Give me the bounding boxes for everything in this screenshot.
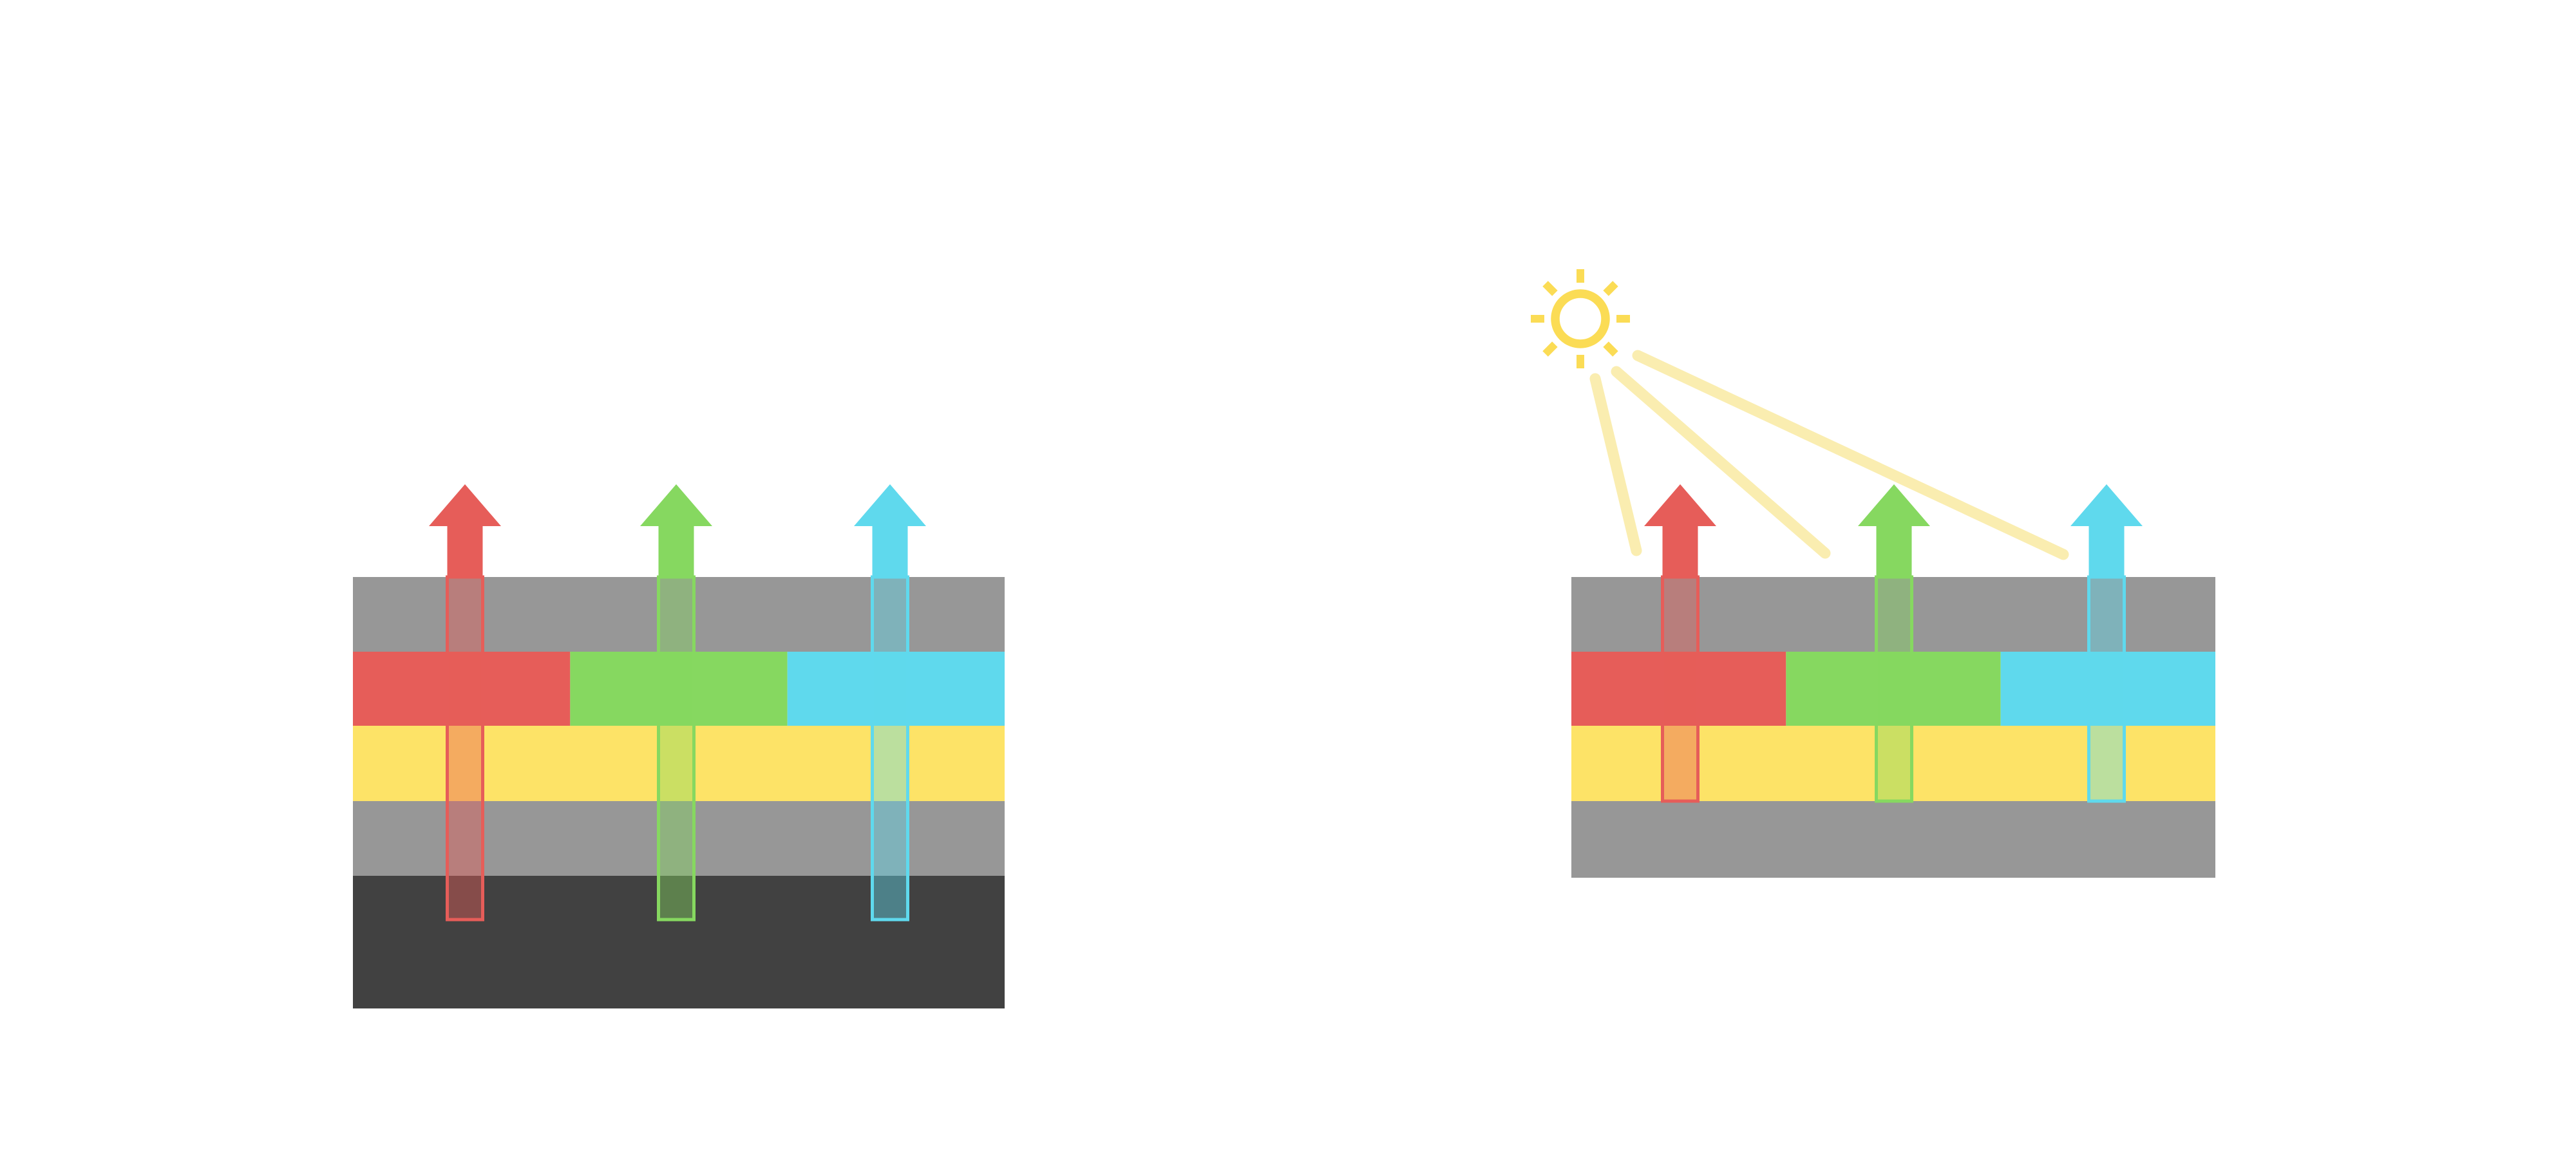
reflective-stack-layer-gray-top	[1571, 577, 2215, 652]
reflective-stack-light-path-red	[1661, 575, 1700, 803]
reflective-stack-arrow-shaft-blue	[2088, 525, 2125, 577]
reflective-stack-light-path-green	[1875, 575, 1913, 803]
emissive-stack-arrow-shaft-red	[447, 525, 483, 577]
emissive-stack-pixel-segment-blue	[787, 652, 1005, 726]
sun-ray-tick	[1603, 341, 1618, 357]
reflective-stack-arrow-head-green	[1858, 484, 1930, 526]
reflective-stack-layer-gray-bottom	[1571, 801, 2215, 878]
reflective-stack-light-path-blue	[2087, 575, 2126, 803]
emissive-stack-arrow-head-red	[429, 484, 501, 526]
emissive-stack-layer-dark-substrate	[353, 876, 1005, 1008]
emissive-stack-light-path-red	[446, 575, 484, 922]
emissive-stack-layer-yellow-mid	[353, 726, 1005, 801]
emissive-stack-arrow-shaft-green	[658, 525, 694, 577]
emissive-stack-arrow-head-blue	[854, 484, 926, 526]
emissive-stack-layer-gray-bottom	[353, 801, 1005, 876]
sun-beam-1	[1589, 373, 1642, 556]
sun-icon	[1551, 289, 1610, 348]
reflective-stack-arrow-head-red	[1644, 484, 1716, 526]
sun-ray-tick	[1542, 341, 1558, 357]
sun-ray-tick	[1542, 281, 1558, 296]
sun-ray-tick	[1603, 281, 1618, 296]
emissive-stack-layer-gray-top	[353, 577, 1005, 652]
reflective-stack-layer-yellow-mid	[1571, 726, 2215, 801]
sun-beam-3	[1632, 350, 2069, 560]
emissive-stack-pixel-segment-red	[353, 652, 571, 726]
reflective-stack-arrow-head-blue	[2070, 484, 2143, 526]
reflective-stack-pixel-segment-blue	[2000, 652, 2215, 726]
reflective-stack-arrow-shaft-green	[1876, 525, 1912, 577]
emissive-stack-arrow-shaft-blue	[872, 525, 908, 577]
sun-beam-2	[1611, 366, 1831, 559]
emissive-stack-arrow-head-green	[640, 484, 712, 526]
emissive-stack-light-path-green	[657, 575, 696, 922]
emissive-stack-light-path-blue	[871, 575, 909, 922]
reflective-stack-pixel-segment-red	[1571, 652, 1786, 726]
reflective-stack-pixel-segment-green	[1786, 652, 2001, 726]
reflective-stack-arrow-shaft-red	[1662, 525, 1698, 577]
emissive-stack-pixel-segment-green	[570, 652, 788, 726]
